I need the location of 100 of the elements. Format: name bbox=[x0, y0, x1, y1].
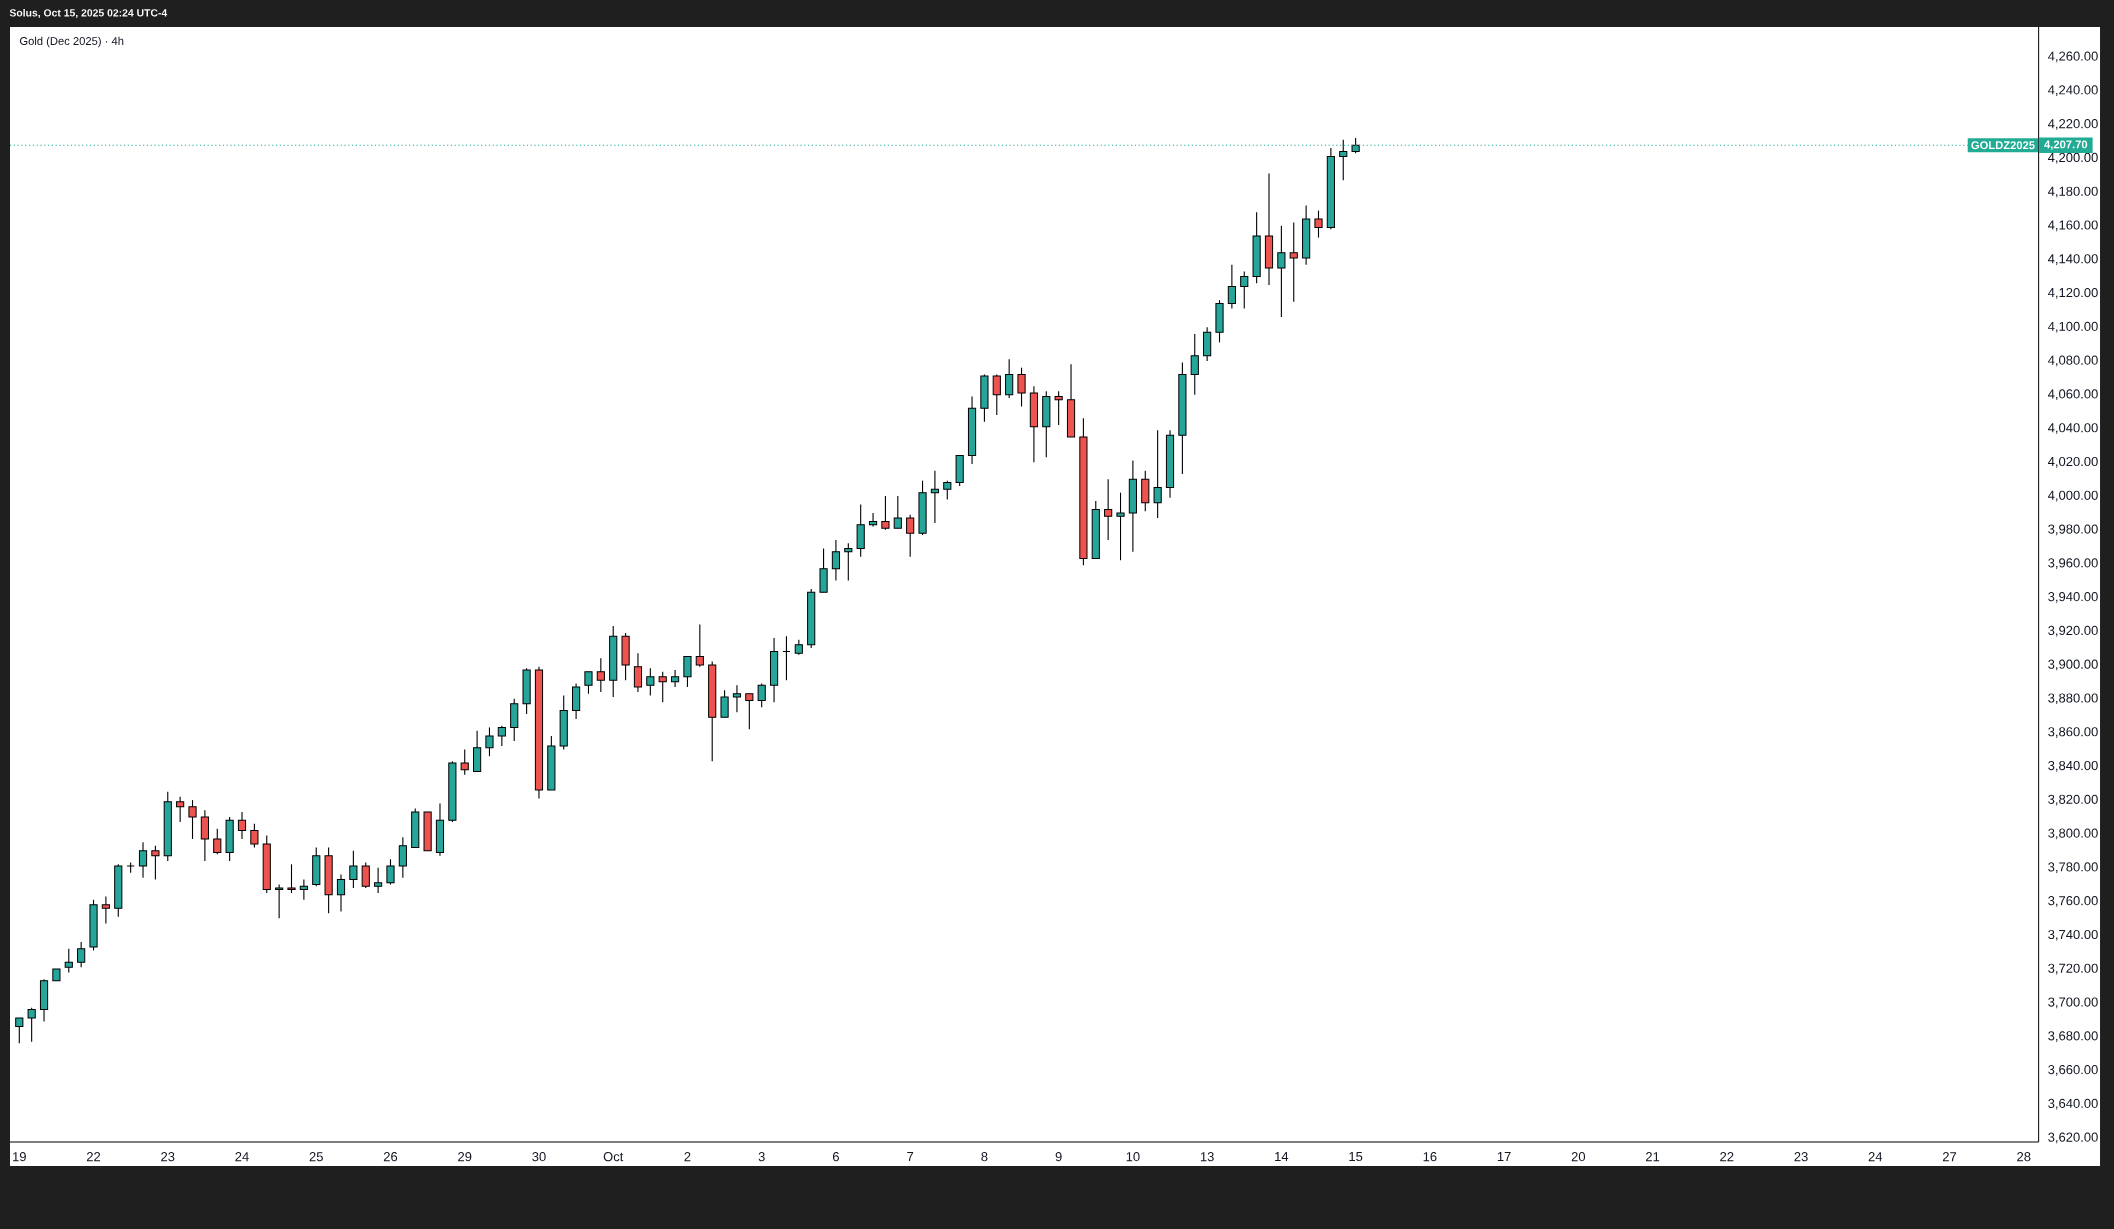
candlestick bbox=[1104, 478, 1113, 541]
candlestick bbox=[460, 748, 469, 776]
candlestick bbox=[1289, 221, 1298, 303]
y-tick-label: 4,200.00 bbox=[2048, 152, 2098, 164]
candlestick bbox=[510, 698, 519, 742]
y-tick-label: 4,100.00 bbox=[2048, 321, 2098, 333]
candlestick bbox=[1017, 367, 1026, 408]
text: Gold (Dec 2025) · 4h bbox=[19, 36, 124, 48]
candlestick bbox=[831, 539, 841, 582]
x-tick-label: 16 bbox=[1423, 1152, 1437, 1162]
y-tick-label: 4,060.00 bbox=[2048, 389, 2098, 401]
candlestick bbox=[1141, 470, 1150, 512]
candlestick bbox=[200, 809, 209, 862]
candlestick bbox=[720, 689, 729, 718]
candlestick bbox=[757, 683, 766, 708]
y-tick-label: 3,800.00 bbox=[2048, 828, 2098, 840]
candlestick bbox=[584, 671, 593, 695]
candlestick bbox=[237, 811, 247, 840]
x-tick-label: 24 bbox=[1868, 1152, 1883, 1162]
x-tick-label: 22 bbox=[1720, 1152, 1734, 1162]
candlestick bbox=[398, 836, 407, 879]
candlestick bbox=[633, 652, 643, 693]
candlestick bbox=[572, 683, 581, 720]
candlestick bbox=[695, 623, 704, 668]
x-tick-label: 22 bbox=[86, 1152, 101, 1162]
y-tick-label: 3,840.00 bbox=[2048, 760, 2098, 772]
y-tick-label: 4,000.00 bbox=[2048, 490, 2098, 502]
candlestick bbox=[485, 726, 494, 757]
candlestick bbox=[151, 845, 160, 881]
y-tick-label: 3,820.00 bbox=[2048, 794, 2098, 806]
candlestick bbox=[1190, 333, 1199, 396]
y-tick-label: 3,780.00 bbox=[2048, 862, 2098, 874]
candlestick bbox=[658, 671, 667, 703]
candlestick bbox=[906, 514, 915, 558]
text: 4,207.70 bbox=[2044, 140, 2088, 150]
candlestick bbox=[15, 1017, 24, 1044]
x-tick-label: 19 bbox=[13, 1152, 26, 1162]
x-tick-label: 23 bbox=[1794, 1152, 1808, 1162]
y-tick-label: 3,740.00 bbox=[2048, 929, 2098, 941]
candlestick bbox=[856, 503, 865, 558]
candlestick bbox=[361, 862, 370, 889]
x-tick-label: 25 bbox=[309, 1152, 323, 1162]
candlestick bbox=[646, 667, 655, 696]
candlestick bbox=[275, 884, 284, 919]
candlestick bbox=[77, 941, 86, 968]
x-tick-label: 23 bbox=[161, 1152, 175, 1162]
x-tick-label: 21 bbox=[1646, 1152, 1660, 1162]
candlestick bbox=[745, 693, 754, 730]
y-tick-label: 4,180.00 bbox=[2048, 186, 2098, 198]
x-tick-label: 10 bbox=[1126, 1152, 1140, 1162]
x-tick-label: 27 bbox=[1942, 1152, 1957, 1162]
x-tick-label: 13 bbox=[1200, 1152, 1214, 1162]
text: Solus, Oct 15, 2025 02:24 UTC-4 bbox=[9, 8, 168, 19]
y-tick-label: 3,920.00 bbox=[2048, 625, 2098, 637]
y-tick-label: 3,940.00 bbox=[2048, 592, 2098, 603]
candlestick bbox=[299, 878, 308, 901]
candlestick bbox=[596, 657, 605, 693]
y-tick-label: 4,240.00 bbox=[2048, 85, 2098, 97]
candlestick bbox=[1203, 326, 1212, 362]
ref-line-label: GOLDZ2025 bbox=[1971, 141, 2035, 150]
x-tick-label: 6 bbox=[832, 1152, 839, 1162]
candlestick bbox=[386, 858, 395, 886]
y-tick-label: 3,980.00 bbox=[2048, 524, 2098, 536]
candlestick bbox=[64, 948, 73, 973]
candlestick bbox=[1277, 225, 1286, 318]
candlestick bbox=[473, 730, 482, 772]
y-tick-label: 3,900.00 bbox=[2048, 659, 2098, 671]
candlestick bbox=[349, 850, 358, 889]
candlestick bbox=[930, 470, 940, 524]
y-tick-label: 3,640.00 bbox=[2048, 1098, 2098, 1110]
y-tick-label: 3,700.00 bbox=[2048, 997, 2098, 1009]
candlestick bbox=[1153, 429, 1162, 519]
candlestick bbox=[213, 828, 222, 855]
y-tick-label: 3,660.00 bbox=[2048, 1065, 2098, 1076]
y-tick-label: 4,160.00 bbox=[2048, 220, 2098, 232]
x-tick-label: 14 bbox=[1275, 1152, 1289, 1161]
y-tick-label: 3,760.00 bbox=[2048, 896, 2098, 907]
candlestick bbox=[819, 547, 828, 593]
candlestick bbox=[1116, 492, 1125, 561]
y-tick-label: 3,720.00 bbox=[2048, 963, 2098, 975]
x-tick-label: 2 bbox=[684, 1152, 691, 1162]
x-tick-label: 28 bbox=[2017, 1152, 2031, 1162]
y-tick-label: 3,860.00 bbox=[2048, 727, 2098, 738]
y-tick-label: 3,620.00 bbox=[2048, 1132, 2098, 1144]
candlestick bbox=[844, 542, 853, 582]
candlestick bbox=[943, 480, 952, 500]
y-tick-label: 4,220.00 bbox=[2048, 119, 2098, 130]
candlestick bbox=[868, 512, 878, 528]
x-tick-label: 30 bbox=[532, 1152, 546, 1162]
candlestick bbox=[176, 796, 185, 823]
candlestick bbox=[101, 895, 110, 924]
y-tick-label: 3,960.00 bbox=[2048, 558, 2098, 569]
x-tick-label: 24 bbox=[235, 1152, 249, 1162]
x-tick-label: 17 bbox=[1497, 1152, 1511, 1161]
candlestick bbox=[670, 669, 680, 688]
y-tick-label: 4,040.00 bbox=[2048, 423, 2098, 434]
x-tick-label: 15 bbox=[1349, 1152, 1363, 1162]
candlestick bbox=[1339, 139, 1348, 181]
y-tick-label: 4,080.00 bbox=[2048, 355, 2098, 367]
y-tick-label: 4,140.00 bbox=[2048, 254, 2098, 265]
